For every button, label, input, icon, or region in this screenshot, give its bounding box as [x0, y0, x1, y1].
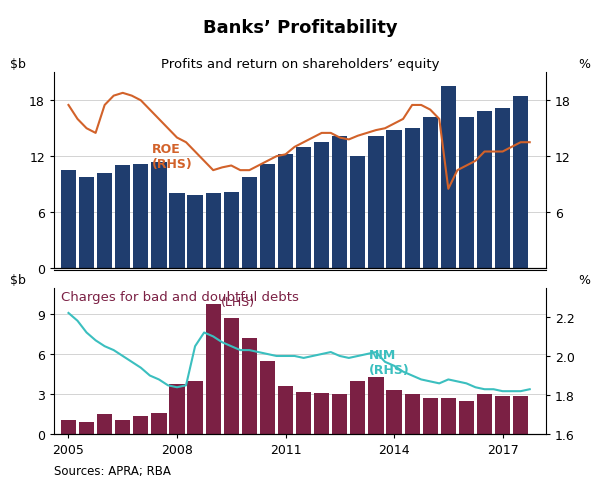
Text: $b: $b	[10, 58, 26, 71]
Bar	[115, 420, 130, 434]
Bar	[133, 416, 148, 434]
Bar	[278, 155, 293, 268]
Bar	[495, 396, 510, 434]
Text: ROE
(RHS): ROE (RHS)	[152, 143, 193, 171]
Bar	[242, 339, 257, 434]
Bar	[260, 164, 275, 268]
Bar	[79, 422, 94, 434]
Bar	[459, 401, 474, 434]
Title: Profits and return on shareholders’ equity: Profits and return on shareholders’ equi…	[161, 58, 439, 71]
Bar	[368, 377, 383, 434]
Bar	[224, 192, 239, 268]
Bar	[115, 166, 130, 268]
Bar	[79, 177, 94, 268]
Bar	[206, 304, 221, 434]
Bar	[187, 381, 203, 434]
Bar	[386, 390, 401, 434]
Text: Banks’ Profitability: Banks’ Profitability	[203, 19, 397, 37]
Bar	[350, 157, 365, 268]
Bar	[97, 414, 112, 434]
Bar	[350, 381, 365, 434]
Text: (LHS): (LHS)	[220, 295, 254, 308]
Bar	[151, 163, 167, 268]
Text: Charges for bad and doubtful debts: Charges for bad and doubtful debts	[61, 291, 299, 304]
Bar	[459, 118, 474, 268]
Bar	[441, 87, 456, 268]
Bar	[332, 137, 347, 268]
Bar	[296, 392, 311, 434]
Bar	[368, 137, 383, 268]
Bar	[441, 398, 456, 434]
Bar	[224, 319, 239, 434]
Bar	[151, 413, 167, 434]
Bar	[242, 177, 257, 268]
Text: %: %	[578, 273, 590, 286]
Bar	[61, 171, 76, 268]
Bar	[278, 386, 293, 434]
Text: %: %	[578, 58, 590, 71]
Bar	[169, 194, 185, 268]
Bar	[169, 384, 185, 434]
Bar	[477, 394, 492, 434]
Bar	[133, 164, 148, 268]
Bar	[477, 112, 492, 268]
Text: Sources: APRA; RBA: Sources: APRA; RBA	[54, 464, 171, 477]
Bar	[404, 394, 420, 434]
Bar	[495, 108, 510, 268]
Bar	[206, 194, 221, 268]
Bar	[422, 398, 438, 434]
Bar	[386, 131, 401, 268]
Bar	[314, 393, 329, 434]
Bar	[422, 118, 438, 268]
Bar	[314, 143, 329, 268]
Bar	[61, 420, 76, 434]
Bar	[513, 97, 528, 268]
Bar	[260, 361, 275, 434]
Bar	[404, 129, 420, 268]
Bar	[97, 174, 112, 268]
Text: NIM
(RHS): NIM (RHS)	[369, 348, 409, 376]
Bar	[187, 196, 203, 268]
Text: $b: $b	[10, 273, 26, 286]
Bar	[332, 394, 347, 434]
Bar	[296, 147, 311, 268]
Bar	[513, 396, 528, 434]
